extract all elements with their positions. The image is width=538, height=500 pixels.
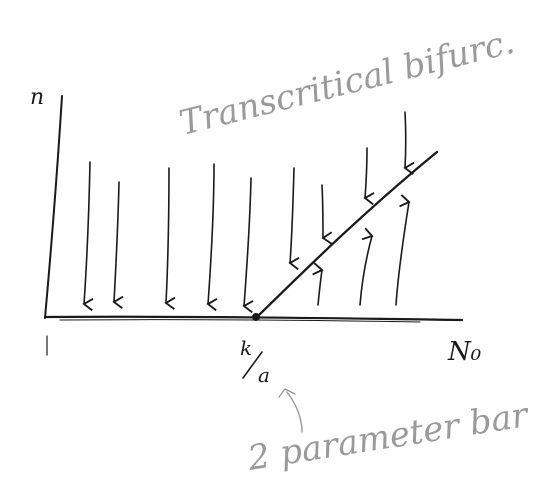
annotation-arrow [286, 391, 303, 433]
bifurcation-line [254, 150, 439, 320]
critical-point-denominator: a [258, 363, 270, 387]
arrow-down [164, 167, 176, 310]
annotation-text: 2 parameter bar [244, 395, 532, 479]
arrow-down [288, 167, 300, 271]
critical-point-label: k a [240, 336, 270, 387]
arrow-down [112, 181, 124, 309]
title-note: Transcritical bifurc. [176, 22, 519, 144]
arrow-down [321, 184, 333, 245]
x-axis-label: N₀ [447, 337, 482, 367]
y-axis-label: n [30, 85, 44, 110]
y-axis [44, 95, 63, 319]
arrow-down [82, 161, 94, 312]
arrow-down [206, 163, 218, 312]
right-region-arrows-down [321, 111, 415, 245]
right-region-arrows-up [312, 194, 411, 306]
arrow-up [312, 262, 324, 306]
arrow-down [403, 111, 415, 175]
annotation-arrowhead [278, 388, 296, 398]
x-axis-double-stroke [59, 319, 421, 323]
critical-point-numerator: k [240, 336, 252, 360]
critical-point [252, 313, 260, 321]
x-axis [43, 315, 464, 322]
fraction-slash [242, 351, 263, 379]
arrow-up [359, 227, 374, 306]
arrow-down [242, 177, 254, 314]
arrow-down [363, 147, 375, 206]
left-region-arrows [82, 161, 300, 314]
arrow-up [395, 194, 411, 306]
